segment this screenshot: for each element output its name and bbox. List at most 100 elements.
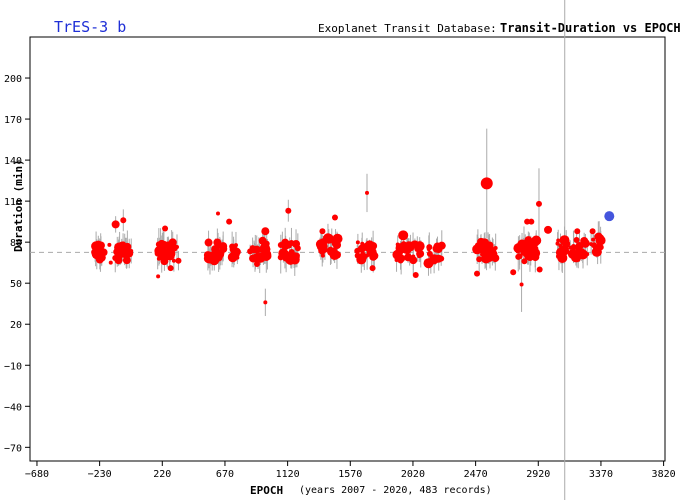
y-tick-label: 170 (4, 115, 22, 126)
data-point (253, 261, 260, 268)
data-point (285, 207, 292, 214)
y-tick-label: −10 (4, 361, 22, 372)
data-point (517, 248, 522, 253)
axes-layer: −680 −230 220 670 1120 1570 2020 2470 2920 3370 38… (4, 36, 676, 480)
x-tick-label: −230 (88, 469, 112, 480)
data-point (154, 250, 161, 257)
data-point (472, 244, 483, 255)
data-point (263, 300, 268, 305)
data-point (520, 249, 527, 256)
data-point (369, 252, 378, 261)
x-tick-label: 220 (153, 469, 171, 480)
data-point (474, 270, 481, 277)
data-point (535, 200, 542, 207)
data-point (510, 269, 517, 276)
data-point (354, 252, 361, 259)
data-point (219, 250, 224, 255)
data-point (562, 239, 571, 248)
data-point (117, 252, 124, 259)
data-point (355, 240, 360, 245)
data-point (259, 245, 268, 254)
data-point (581, 239, 590, 248)
data-point (120, 217, 127, 224)
x-tick-label: −680 (25, 469, 49, 480)
data-point (359, 251, 366, 258)
y-tick-label: 20 (10, 320, 22, 331)
data-point (323, 233, 334, 244)
data-point (162, 225, 169, 232)
x-tick-label: 2920 (526, 469, 550, 480)
x-tick-label: 1120 (276, 469, 300, 480)
data-point (412, 271, 419, 278)
x-tick-label: 1570 (338, 469, 362, 480)
data-point (204, 238, 213, 247)
x-axis-subtitle: (years 2007 - 2020, 483 records) (299, 485, 492, 496)
x-tick-label: 2020 (401, 469, 425, 480)
data-point (215, 211, 220, 216)
data-point (369, 265, 376, 272)
data-point (589, 228, 596, 235)
data-point (417, 250, 424, 257)
data-point (364, 247, 369, 252)
data-point (558, 246, 567, 255)
chart-title: Transit-Duration vs EPOCH (500, 21, 681, 35)
data-point (398, 230, 409, 241)
data-point (287, 244, 292, 249)
data-point (282, 253, 291, 262)
highlight-point (604, 211, 615, 222)
data-point (396, 243, 407, 254)
data-point (414, 245, 421, 252)
data-point (123, 251, 130, 258)
data-point (97, 253, 104, 260)
data-point (320, 253, 325, 258)
data-point (480, 177, 493, 190)
data-point (544, 225, 553, 234)
data-point (122, 256, 131, 265)
data-point (331, 214, 338, 221)
data-point (281, 238, 290, 247)
data-point (294, 245, 301, 252)
data-point (434, 245, 443, 254)
data-point (479, 246, 488, 255)
data-point (331, 239, 340, 248)
data-point (156, 274, 161, 279)
data-point (166, 245, 175, 254)
y-tick-label: 110 (4, 197, 22, 208)
data-point (533, 240, 540, 247)
data-point (397, 254, 406, 263)
data-point (112, 255, 119, 262)
database-label: Exoplanet Transit Database: (318, 22, 497, 35)
plot-frame (29, 36, 666, 462)
data-point (481, 253, 492, 264)
data-point (575, 245, 582, 252)
x-tick-label: 670 (216, 469, 234, 480)
planet-title: TrES-3 b (54, 18, 127, 36)
data-point (426, 244, 433, 251)
data-point (226, 218, 233, 225)
data-point (591, 237, 596, 242)
data-point (175, 257, 182, 264)
y-tick-label: 140 (4, 156, 22, 167)
data-point (171, 258, 176, 263)
data-point (261, 239, 268, 246)
data-point (108, 260, 113, 265)
y-tick-label: 80 (10, 238, 22, 249)
x-axis-label: EPOCH (250, 484, 284, 497)
data-point (555, 241, 560, 246)
data-point (480, 252, 485, 257)
data-point (261, 227, 270, 236)
data-point (107, 242, 112, 247)
data-point (213, 238, 222, 247)
data-point (589, 242, 594, 247)
data-point (159, 240, 168, 249)
data-point (574, 228, 581, 235)
data-point (116, 243, 123, 250)
x-tick-label: 3370 (589, 469, 613, 480)
data-point (410, 241, 417, 248)
data-point (229, 254, 236, 261)
data-point (122, 243, 129, 250)
data-point (288, 248, 295, 255)
data-point (364, 190, 369, 195)
data-point (556, 238, 561, 243)
data-point (255, 252, 266, 263)
